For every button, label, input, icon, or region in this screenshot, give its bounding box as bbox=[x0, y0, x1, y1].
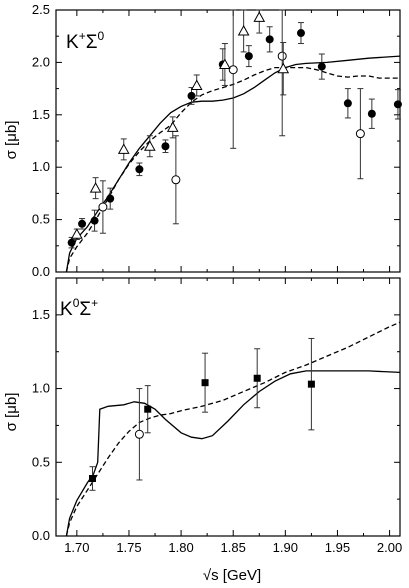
x-tick-label: 1.85 bbox=[221, 540, 246, 555]
data-point-filled-circle bbox=[343, 99, 352, 108]
y-tick-label: 2.0 bbox=[32, 54, 50, 69]
data-point-filled-square bbox=[201, 379, 209, 387]
y-tick-label: 1.0 bbox=[32, 381, 50, 396]
data-point-filled-square bbox=[88, 475, 96, 483]
y-tick-label: 0.5 bbox=[32, 212, 50, 227]
data-point-filled-circle bbox=[135, 165, 144, 174]
y-tick-label: 2.5 bbox=[32, 2, 50, 17]
data-point-open-triangle bbox=[253, 11, 266, 22]
x-tick-label: 1.75 bbox=[116, 540, 141, 555]
data-point-filled-circle bbox=[90, 216, 99, 225]
dashed-model-curve bbox=[65, 321, 400, 536]
data-point-open-triangle bbox=[117, 143, 130, 154]
y-tick-label: 0.0 bbox=[32, 264, 50, 279]
data-point-filled-circle bbox=[265, 35, 274, 44]
data-point-open-triangle bbox=[166, 121, 179, 132]
data-point-open-circle bbox=[355, 129, 365, 139]
panel-label-top: K+Σ0 bbox=[66, 29, 104, 53]
data-point-filled-circle bbox=[393, 100, 402, 109]
y-tick-label: 1.5 bbox=[32, 307, 50, 322]
data-point-filled-square bbox=[253, 374, 261, 382]
data-point-open-triangle bbox=[190, 79, 203, 90]
data-point-open-circle bbox=[277, 51, 287, 61]
data-point-open-triangle bbox=[143, 140, 156, 151]
data-point-filled-square bbox=[307, 380, 315, 388]
data-point-filled-circle bbox=[296, 29, 305, 38]
data-point-filled-circle bbox=[78, 219, 87, 228]
y-tick-label: 0.5 bbox=[32, 454, 50, 469]
solid-model-curve bbox=[65, 370, 400, 536]
y-tick-label: 0.0 bbox=[32, 528, 50, 543]
x-tick-label: 1.80 bbox=[168, 540, 193, 555]
top-panel: K+Σ0 σ [μb] 0.0 0.5 1.0 1.5 2.0 2.5 bbox=[3, 2, 402, 279]
data-point-open-triangle bbox=[237, 24, 250, 36]
data-point-filled-square bbox=[144, 405, 152, 413]
data-point-open-triangle bbox=[70, 228, 83, 239]
data-point-filled-circle bbox=[161, 142, 170, 151]
data-point-filled-circle bbox=[317, 62, 326, 71]
y-axis-label-top: σ [μb] bbox=[3, 121, 20, 160]
x-tick-label: 2.00 bbox=[377, 540, 402, 555]
panel-label-bottom: K0Σ+ bbox=[60, 296, 98, 320]
data-point-open-circle bbox=[228, 65, 238, 75]
data-point-open-triangle bbox=[277, 62, 290, 74]
y-tick-label: 1.0 bbox=[32, 159, 50, 174]
solid-model-curve bbox=[65, 55, 400, 272]
data-point-open-circle bbox=[171, 175, 181, 185]
data-point-open-triangle bbox=[89, 182, 102, 193]
x-tick-label: 1.90 bbox=[273, 540, 298, 555]
data-point-filled-circle bbox=[106, 194, 115, 203]
data-point-filled-circle bbox=[67, 238, 76, 247]
data-point-filled-circle bbox=[244, 52, 253, 61]
data-point-open-triangle bbox=[219, 58, 231, 69]
x-tick-label: 1.95 bbox=[325, 540, 350, 555]
x-axis-label: √s [GeV] bbox=[203, 567, 261, 584]
x-tick-label: 1.70 bbox=[64, 540, 89, 555]
y-axis-label-bottom: σ [μb] bbox=[3, 393, 20, 432]
data-point-filled-circle bbox=[367, 109, 376, 118]
data-point-open-circle bbox=[98, 202, 108, 212]
data-point-open-circle bbox=[134, 429, 144, 439]
data-point-filled-circle bbox=[187, 91, 196, 100]
dashed-model-curve bbox=[65, 66, 400, 272]
bottom-panel: K0Σ+ σ [μb] 1.70 1.75 1.80 1.85 1.90 1.95 2.00… bbox=[3, 277, 402, 555]
plot-frame bbox=[55, 9, 401, 273]
plot-frame bbox=[55, 277, 401, 537]
y-tick-label: 1.5 bbox=[32, 107, 50, 122]
